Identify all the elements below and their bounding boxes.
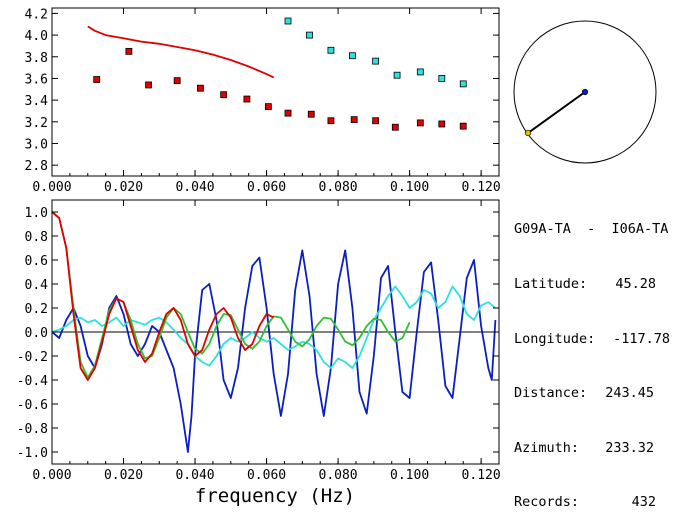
y-tick-label: 3.4 xyxy=(25,94,49,109)
data-point-red xyxy=(459,122,467,130)
station-info-panel: G09A-TA - I06A-TA Latitude: 45.28 Longitu… xyxy=(514,184,670,530)
data-point-red xyxy=(145,81,152,89)
x-tick-label: 0.020 xyxy=(104,468,143,483)
info-key: Longitude: xyxy=(514,330,596,347)
x-tick-label: 0.080 xyxy=(319,180,358,195)
y-tick-label: -0.4 xyxy=(17,374,48,389)
data-point-red xyxy=(307,110,315,118)
top-chart: 0.000 0.020 0.040 0.060 0.080 0.100 0.120 2.8 3.… xyxy=(25,7,501,195)
y-tick-label: 3.2 xyxy=(25,116,48,131)
data-point-red xyxy=(372,117,380,125)
x-tick-label: 0.120 xyxy=(462,468,501,483)
data-point-cyan xyxy=(438,75,446,82)
info-row-longitude: Longitude: -117.78 xyxy=(514,330,670,348)
data-point-cyan xyxy=(459,80,467,88)
y-tick-label: 3.0 xyxy=(25,137,48,152)
bottom-chart-xlabel: frequency (Hz) xyxy=(195,485,355,507)
y-tick-label: -0.8 xyxy=(17,422,48,437)
x-tick-label: 0.060 xyxy=(247,180,286,195)
y-tick-label: 4.2 xyxy=(25,7,48,22)
x-tick-label: 0.040 xyxy=(175,468,214,483)
data-point-red xyxy=(264,103,272,111)
data-point-red xyxy=(391,123,399,131)
station-1-marker xyxy=(581,88,589,96)
y-tick-label: 0.2 xyxy=(25,302,48,317)
data-point-cyan xyxy=(416,68,424,76)
info-key: Records: xyxy=(514,494,580,511)
info-row-records: Records: 432 xyxy=(514,493,670,511)
series-line-red xyxy=(52,211,275,381)
data-point-cyan xyxy=(348,52,356,60)
y-tick-label: 2.8 xyxy=(25,159,48,174)
y-tick-label: 3.8 xyxy=(25,51,48,66)
great-circle-path xyxy=(527,91,586,134)
info-value: 45.28 xyxy=(615,276,656,293)
x-tick-label: 0.020 xyxy=(104,180,143,195)
top-chart-frame xyxy=(51,7,500,177)
info-key: Latitude: xyxy=(514,276,588,293)
info-value: -117.78 xyxy=(613,330,670,347)
y-tick-label: 4.0 xyxy=(25,29,48,44)
top-chart-clip-group xyxy=(87,17,467,131)
x-tick-label: 0.040 xyxy=(175,180,214,195)
series-line-red xyxy=(87,25,275,79)
info-row-latitude: Latitude: 45.28 xyxy=(514,275,670,293)
data-point-red xyxy=(173,77,181,85)
x-tick-label: 0.000 xyxy=(32,468,71,483)
data-point-cyan xyxy=(327,46,335,54)
data-point-red xyxy=(93,76,101,83)
x-tick-label: 0.100 xyxy=(390,180,429,195)
info-key: Azimuth: xyxy=(514,439,580,456)
y-tick-label: 0.0 xyxy=(25,326,48,341)
info-row-azimuth: Azimuth: 233.32 xyxy=(514,439,670,457)
data-point-red xyxy=(284,109,292,117)
x-tick-label: 0.000 xyxy=(32,180,71,195)
data-point-red xyxy=(125,47,133,55)
x-tick-label: 0.060 xyxy=(247,468,286,483)
y-tick-label: 0.4 xyxy=(25,278,49,293)
data-point-cyan xyxy=(284,17,292,25)
series-line-blue xyxy=(52,249,497,453)
station-pair-title: G09A-TA - I06A-TA xyxy=(514,221,669,238)
data-point-cyan xyxy=(393,71,401,79)
info-row-distance: Distance: 243.45 xyxy=(514,384,670,402)
data-point-red xyxy=(243,95,251,103)
station-map xyxy=(513,20,657,164)
bottom-chart-ticks: 0.000 0.020 0.040 0.060 0.080 0.100 0.120 1.0 0.… xyxy=(17,200,501,483)
y-tick-label: -1.0 xyxy=(17,446,48,461)
data-point-cyan xyxy=(306,31,313,39)
x-tick-label: 0.080 xyxy=(319,468,358,483)
figure: 0.000 0.020 0.040 0.060 0.080 0.100 0.120 2.8 3.… xyxy=(17,7,657,507)
data-point-red xyxy=(197,84,204,92)
data-point-red xyxy=(438,120,446,128)
y-tick-label: -0.6 xyxy=(17,398,48,413)
series-line-cyan xyxy=(52,285,496,369)
y-tick-label: -0.2 xyxy=(17,350,48,365)
x-tick-label: 0.100 xyxy=(390,468,429,483)
x-tick-label: 0.120 xyxy=(462,180,501,195)
bottom-chart: 0.000 0.020 0.040 0.060 0.080 0.100 0.120 1.0 0.… xyxy=(17,199,501,507)
data-point-red xyxy=(327,117,335,125)
station-2-marker xyxy=(524,129,532,137)
bottom-chart-plot-area xyxy=(52,211,499,453)
data-point-red xyxy=(416,119,424,127)
y-tick-label: 1.0 xyxy=(25,206,48,221)
data-point-cyan xyxy=(372,57,380,65)
top-chart-ticks: 0.000 0.020 0.040 0.060 0.080 0.100 0.120 2.8 3.… xyxy=(25,7,501,195)
y-tick-label: 0.8 xyxy=(25,230,48,245)
data-point-red xyxy=(220,91,228,99)
top-chart-plot-area xyxy=(87,17,467,131)
info-value: 432 xyxy=(631,494,656,511)
y-tick-label: 0.6 xyxy=(25,254,48,269)
info-value: 243.45 xyxy=(605,385,654,402)
info-key: Distance: xyxy=(514,385,588,402)
data-point-red xyxy=(350,116,358,124)
info-value: 233.32 xyxy=(605,439,654,456)
map-circle-outline xyxy=(513,20,657,164)
y-tick-label: 3.6 xyxy=(25,72,48,87)
series-line-green xyxy=(52,211,411,379)
